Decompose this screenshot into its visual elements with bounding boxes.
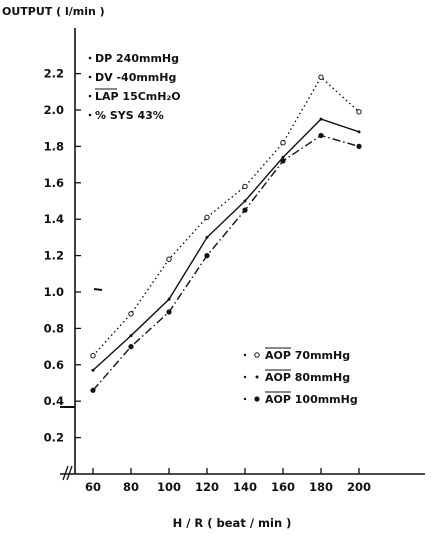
parameter-bullet — [88, 94, 92, 98]
data-point — [166, 256, 172, 262]
data-point — [318, 74, 324, 80]
x-tick-label: 60 — [85, 480, 101, 494]
data-point — [242, 207, 248, 213]
parameter-bullet — [88, 75, 92, 79]
data-point — [128, 344, 134, 350]
y-tick-label: 1.2 — [44, 249, 64, 263]
series-line — [92, 118, 360, 371]
y-tick-label: 2.0 — [44, 103, 64, 117]
parameter-text: DV -40mmHg — [95, 71, 176, 84]
parameter-box: DP 240mmHg DV -40mmHg LAP 15CmH₂O % SYS 43% — [88, 52, 181, 122]
legend-bullet — [243, 353, 247, 357]
parameter-bullet — [88, 56, 92, 60]
data-point — [167, 297, 171, 301]
x-ticks: 60 80 100 120 140 160 180 200 — [85, 468, 371, 494]
y-axis-label: OUTPUT ( l/min ) — [2, 5, 105, 18]
data-point — [243, 199, 247, 203]
data-point — [91, 368, 95, 372]
data-point — [356, 109, 362, 115]
legend-marker — [255, 375, 259, 379]
x-tick-label: 100 — [157, 480, 181, 494]
x-tick-label: 140 — [233, 480, 257, 494]
axis-break-mark — [66, 465, 73, 481]
y-tick-label: 1.4 — [44, 212, 64, 226]
y-tick-label: 0.4 — [44, 394, 64, 408]
data-point — [90, 353, 96, 359]
artifact-mark — [93, 288, 103, 291]
y-tick-label: 0.6 — [44, 358, 64, 372]
legend-bullet — [243, 375, 247, 379]
x-axis-label: H / R ( beat / min ) — [173, 516, 292, 530]
data-point — [242, 183, 248, 190]
data-point — [280, 140, 286, 146]
data-point — [205, 235, 209, 239]
series-group — [90, 74, 362, 393]
axis-break-mark — [62, 465, 69, 481]
data-point — [90, 387, 96, 393]
x-tick-label: 200 — [347, 480, 371, 494]
y-tick-label: 1.8 — [44, 139, 64, 153]
y-tick-label: 2.2 — [44, 67, 64, 81]
data-point — [204, 214, 210, 221]
legend-bullet — [243, 397, 247, 401]
x-tick-label: 120 — [195, 480, 219, 494]
y-tick-label: 1.0 — [44, 285, 64, 299]
legend-marker — [254, 396, 260, 402]
axes — [60, 28, 425, 481]
legend-marker — [254, 352, 260, 358]
data-point — [318, 132, 324, 139]
y-ticks: 2.2 2.0 1.8 1.6 1.4 1.2 1.0 0.8 0.6 0.4 0.2 — [44, 67, 81, 445]
data-point — [356, 143, 362, 149]
y-tick-label: 0.2 — [44, 431, 64, 445]
data-point — [280, 158, 286, 164]
legend-label: AOP 100mmHg — [265, 393, 358, 406]
y-tick-label: 1.6 — [44, 176, 64, 190]
data-point — [166, 309, 172, 315]
series-line — [92, 76, 360, 357]
parameter-text: DP 240mmHg — [95, 52, 179, 65]
parameter-bullet — [88, 113, 92, 117]
data-point — [129, 334, 133, 338]
parameter-text: % SYS 43% — [95, 109, 164, 122]
data-point — [357, 130, 361, 134]
x-tick-label: 160 — [271, 480, 295, 494]
parameter-text: LAP 15CmH₂O — [95, 90, 181, 103]
data-point — [281, 155, 285, 159]
x-tick-label: 180 — [309, 480, 333, 494]
data-point — [204, 253, 210, 259]
legend-label: AOP 70mmHg — [265, 349, 350, 362]
series-line — [92, 134, 360, 391]
data-point — [128, 311, 134, 317]
legend: AOP 70mmHg AOP 80mmHg AOP 100mmHg — [243, 347, 358, 406]
x-tick-label: 80 — [123, 480, 139, 494]
y-tick-label: 0.8 — [44, 321, 64, 335]
legend-label: AOP 80mmHg — [265, 371, 350, 384]
data-point — [319, 117, 323, 121]
